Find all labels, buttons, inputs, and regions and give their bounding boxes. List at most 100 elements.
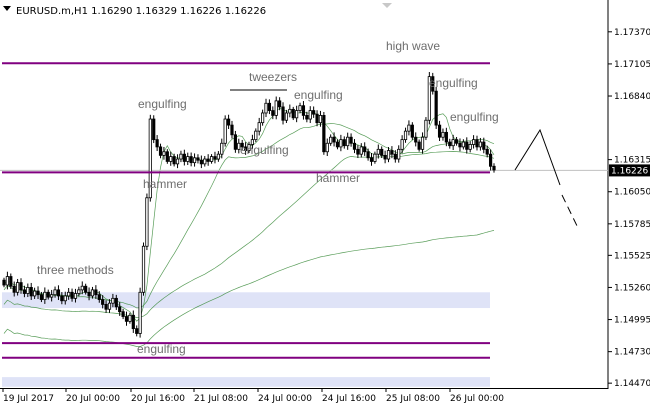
candle-body bbox=[175, 158, 180, 165]
candle-body bbox=[278, 100, 282, 108]
candle-body bbox=[101, 299, 105, 305]
candle-body bbox=[46, 291, 50, 298]
candle-body bbox=[305, 115, 309, 120]
candle-body bbox=[454, 139, 459, 144]
candle-body bbox=[366, 151, 370, 159]
price-axis: 1.17370 1.17105 1.16840 1.16315 1.16050 1.157… bbox=[608, 28, 650, 389]
annotation-label: engulfing bbox=[450, 110, 499, 124]
candle-body bbox=[284, 112, 289, 121]
candle-body bbox=[230, 124, 234, 136]
candle-body bbox=[220, 142, 224, 155]
y-tick-label: 1.15785 bbox=[614, 220, 650, 230]
candle-body bbox=[315, 113, 319, 124]
candle-body bbox=[325, 142, 329, 153]
annotation-label: hammer bbox=[316, 171, 360, 185]
candle-body bbox=[196, 157, 200, 161]
y-tick-label: 1.14730 bbox=[614, 348, 650, 358]
candle-body bbox=[148, 118, 152, 199]
candle-body bbox=[5, 276, 10, 286]
candle-body bbox=[223, 118, 227, 144]
candle-body bbox=[9, 276, 13, 287]
candle-body bbox=[369, 157, 374, 162]
moving-average-20 bbox=[3, 107, 495, 322]
annotation-label: high wave bbox=[386, 39, 440, 53]
candle-body bbox=[169, 156, 173, 162]
candle-body bbox=[437, 124, 442, 138]
candle-body bbox=[427, 76, 431, 121]
candle-body bbox=[50, 294, 54, 298]
candle-body bbox=[118, 306, 122, 313]
candle-body bbox=[451, 139, 455, 147]
y-tick-label: 1.16050 bbox=[614, 188, 650, 198]
candle-body bbox=[414, 136, 418, 143]
candle-body bbox=[172, 156, 176, 165]
projection-dashed-line[interactable] bbox=[561, 194, 580, 231]
candle-body bbox=[407, 124, 411, 132]
candle-body bbox=[19, 282, 23, 291]
symbol-info: EURUSD.m,H1 1.16290 1.16329 1.16226 1.16… bbox=[16, 6, 266, 17]
chart-shift-icon[interactable] bbox=[382, 3, 392, 8]
candle-body bbox=[291, 108, 295, 119]
candle-body bbox=[346, 136, 350, 147]
candle-body bbox=[135, 328, 139, 334]
time-axis: 19 Jul 2017 20 Jul 00:00 20 Jul 16:00 21 Ju… bbox=[2, 388, 504, 404]
candle-body bbox=[114, 297, 118, 308]
candle-body bbox=[471, 139, 476, 145]
candle-body bbox=[226, 118, 231, 126]
x-tick-label: 24 Jul 16:00 bbox=[322, 394, 376, 404]
candle-body bbox=[131, 314, 135, 330]
annotation-label: three methods bbox=[37, 263, 114, 277]
candle-body bbox=[36, 290, 40, 296]
candle-body bbox=[209, 156, 214, 162]
candle-body bbox=[298, 105, 302, 111]
candle-body bbox=[383, 154, 387, 160]
candle-body bbox=[73, 293, 78, 299]
x-tick-label: 26 Jul 00:00 bbox=[450, 394, 504, 404]
candle-body bbox=[261, 112, 265, 124]
y-tick-label: 1.14470 bbox=[614, 379, 650, 389]
candle-body bbox=[29, 287, 33, 297]
annotation-label: engulfing bbox=[429, 76, 478, 90]
candle-body bbox=[60, 295, 64, 302]
candle-body bbox=[410, 124, 414, 138]
annotation-label: tweezers bbox=[249, 70, 297, 84]
candle-body bbox=[90, 289, 95, 297]
collapse-arrow-icon[interactable] bbox=[3, 6, 11, 11]
candle-body bbox=[301, 105, 306, 116]
candle-body bbox=[111, 297, 115, 304]
candle-body bbox=[70, 291, 74, 299]
candle-body bbox=[39, 294, 44, 300]
candle-body bbox=[444, 131, 448, 143]
candlesticks bbox=[2, 72, 496, 338]
candle-body bbox=[155, 139, 159, 148]
candle-body bbox=[80, 285, 84, 291]
candle-body bbox=[295, 110, 299, 119]
candle-body bbox=[386, 150, 391, 160]
candle-body bbox=[87, 291, 91, 297]
candle-body bbox=[97, 294, 101, 300]
candle-body bbox=[448, 141, 452, 147]
candle-body bbox=[475, 139, 479, 148]
candle-body bbox=[424, 119, 428, 138]
candle-body bbox=[26, 287, 30, 294]
candle-body bbox=[124, 316, 129, 322]
annotation-label: engulfing bbox=[138, 97, 187, 111]
candle-body bbox=[492, 165, 496, 171]
candle-body bbox=[257, 122, 261, 132]
candle-body bbox=[458, 142, 462, 148]
current-price-tag: 1.16226 bbox=[609, 164, 650, 177]
candle-body bbox=[363, 146, 367, 153]
candle-body bbox=[488, 153, 493, 167]
candle-body bbox=[182, 153, 186, 162]
horizontal-levels[interactable] bbox=[2, 62, 490, 359]
support-zone-1 bbox=[2, 377, 490, 387]
projection-line[interactable] bbox=[514, 128, 561, 186]
candle-body bbox=[254, 130, 258, 141]
x-tick-label: 25 Jul 08:00 bbox=[386, 394, 440, 404]
candle-body bbox=[63, 295, 67, 302]
candle-body bbox=[141, 245, 146, 293]
candle-body bbox=[165, 151, 169, 162]
candle-body bbox=[431, 76, 435, 92]
